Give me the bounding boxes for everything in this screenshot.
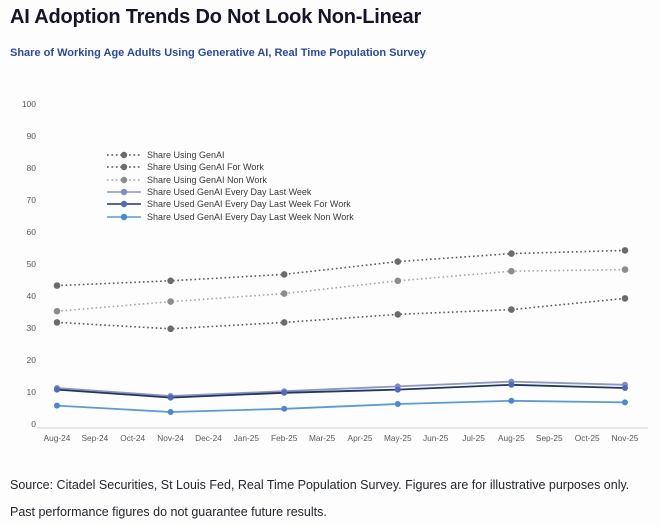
- y-axis-tick-label: 70: [27, 195, 37, 205]
- source-footnote: Source: Citadel Securities, St Louis Fed…: [10, 478, 630, 519]
- legend-label: Share Using GenAI For Work: [147, 162, 264, 173]
- legend-swatch-icon: [107, 151, 141, 159]
- y-axis-tick-label: 30: [27, 323, 37, 333]
- x-axis-tick-label: Jan-25: [234, 433, 260, 443]
- data-point-marker: [621, 247, 629, 254]
- x-axis-tick-label: Aug-25: [498, 433, 525, 443]
- data-point-marker: [508, 267, 515, 275]
- x-axis-tick-label: Sep-24: [82, 433, 109, 443]
- x-axis-tick-label: Jul-25: [462, 433, 485, 443]
- data-point-marker: [280, 319, 288, 326]
- legend-swatch-icon: [107, 164, 141, 171]
- data-point-marker: [53, 319, 61, 326]
- x-axis-tick-label: Feb-25: [271, 433, 298, 443]
- y-axis-tick-label: 80: [27, 163, 37, 173]
- data-point-marker: [167, 394, 174, 401]
- data-point-marker: [167, 277, 174, 285]
- x-axis-tick-label: Dec-24: [195, 433, 222, 443]
- series-line: [56, 399, 626, 413]
- x-axis-tick-label: May-25: [384, 433, 412, 443]
- data-point-marker: [394, 386, 401, 393]
- data-point-marker: [167, 409, 174, 415]
- legend-item: Share Using GenAI Non Work: [106, 174, 354, 186]
- legend-item: Share Used GenAI Every Day Last Week For…: [106, 198, 354, 210]
- data-point-marker: [280, 271, 288, 278]
- data-point-marker: [167, 325, 174, 333]
- y-axis-tick-label: 100: [22, 99, 36, 109]
- data-point-marker: [394, 311, 402, 318]
- data-point-marker: [394, 277, 402, 285]
- legend-label: Share Used GenAI Every Day Last Week: [147, 187, 312, 198]
- chart-legend: Share Using GenAI Share Using GenAI For W…: [106, 149, 354, 223]
- data-point-marker: [281, 389, 288, 396]
- legend-label: Share Used GenAI Every Day Last Week For…: [147, 199, 351, 210]
- data-point-marker: [281, 405, 288, 412]
- series-line: [56, 249, 626, 287]
- y-axis-tick-label: 50: [27, 259, 37, 269]
- legend-item: Share Using GenAI For Work: [106, 161, 354, 173]
- chart-subtitle: Share of Working Age Adults Using Genera…: [10, 47, 426, 59]
- data-point-marker: [621, 295, 629, 302]
- data-point-marker: [280, 290, 288, 297]
- legend-swatch-icon: [107, 201, 141, 208]
- data-point-marker: [508, 250, 515, 257]
- data-point-marker: [53, 307, 61, 315]
- chart-plot-area: 0 10 20 30 40 50 60 70 80 90 100 Aug-24 Sep-24 Oct-24…: [22, 99, 648, 443]
- legend-swatch-icon: [107, 213, 141, 220]
- x-axis-tick-label: Oct-24: [120, 433, 145, 443]
- legend-item: Share Used GenAI Every Day Last Week Non…: [106, 210, 354, 222]
- legend-swatch-icon: [107, 176, 141, 183]
- data-point-marker: [622, 399, 628, 406]
- x-axis-tick-label: Mar-25: [309, 433, 336, 443]
- data-point-marker: [54, 402, 60, 409]
- y-axis-tick-label: 0: [31, 419, 36, 429]
- series-line: [56, 380, 626, 397]
- y-axis-tick-label: 40: [27, 291, 37, 301]
- data-point-marker: [394, 401, 401, 407]
- legend-label: Share Used GenAI Every Day Last Week Non…: [147, 211, 354, 222]
- legend-label: Share Using GenAI: [147, 150, 225, 161]
- legend-item: Share Using GenAI: [106, 149, 354, 161]
- x-axis-tick-label: Sep-25: [536, 433, 563, 443]
- x-axis-tick-label: Nov-24: [157, 433, 184, 443]
- data-point-marker: [508, 397, 515, 404]
- series-line: [56, 297, 626, 330]
- data-point-marker: [508, 381, 515, 388]
- data-point-marker: [508, 306, 515, 313]
- series-line: [56, 383, 626, 399]
- legend-item: Share Used GenAI Every Day Last Week: [106, 186, 354, 198]
- y-axis-tick-label: 10: [27, 387, 37, 397]
- legend-label: Share Using GenAI Non Work: [147, 174, 267, 185]
- x-axis-tick-label: Jun-25: [423, 433, 449, 443]
- page-title: AI Adoption Trends Do Not Look Non-Linea…: [10, 6, 422, 28]
- legend-swatch-icon: [107, 188, 141, 196]
- data-point-marker: [621, 266, 629, 273]
- y-axis-tick-label: 90: [27, 131, 37, 141]
- data-point-marker: [167, 298, 174, 305]
- x-axis-tick-label: Apr-25: [348, 433, 373, 443]
- x-axis-tick-label: Aug-24: [44, 433, 71, 443]
- y-axis-tick-label: 20: [27, 355, 37, 365]
- series-line: [56, 268, 626, 312]
- x-axis-tick-label: Oct-25: [575, 433, 600, 443]
- data-point-marker: [54, 386, 60, 393]
- data-point-marker: [622, 385, 628, 391]
- y-axis-tick-label: 60: [27, 227, 37, 237]
- line-chart: 0 10 20 30 40 50 60 70 80 90 100 Aug-24 Sep-24 Oct-24…: [0, 95, 660, 460]
- data-point-marker: [394, 258, 402, 265]
- data-point-marker: [53, 282, 61, 289]
- x-axis-tick-label: Nov-25: [612, 433, 639, 443]
